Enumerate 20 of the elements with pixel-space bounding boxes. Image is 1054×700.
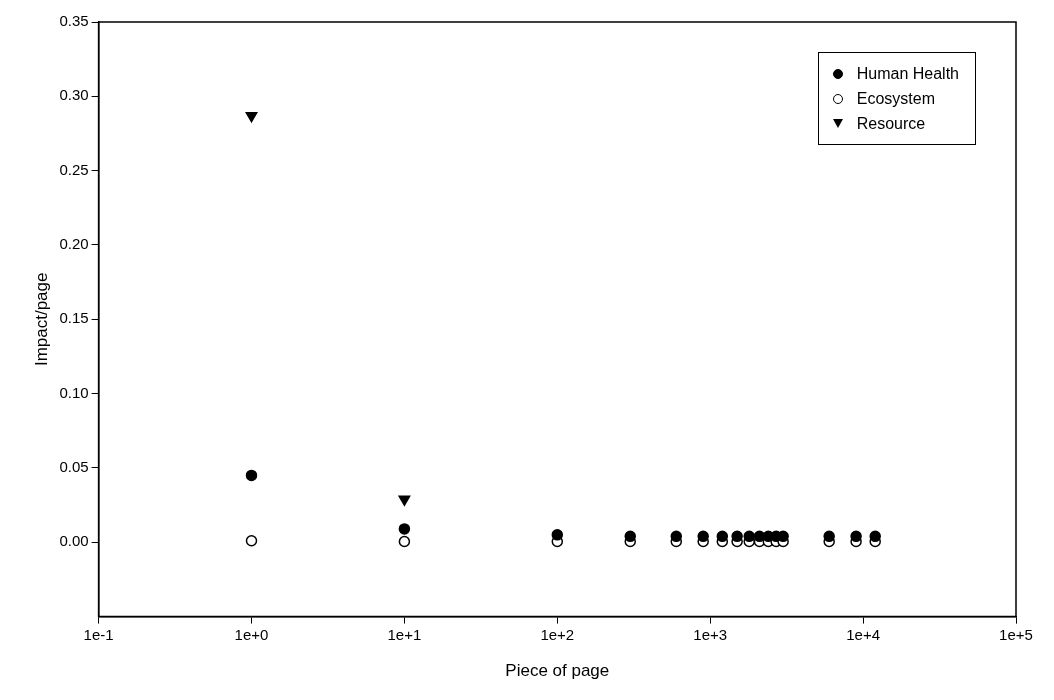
y-tick-label: 0.15 (59, 309, 89, 327)
y-tick-label: 0.35 (59, 12, 89, 30)
y-tick-label: 0.05 (59, 458, 89, 476)
x-tick-label: 1e+2 (540, 625, 575, 643)
y-tick-label: 0.20 (59, 235, 89, 253)
x-tick-label: 1e+1 (387, 625, 422, 643)
x-tick-label: 1e+3 (693, 625, 728, 643)
x-axis-title: Piece of page (505, 661, 610, 681)
x-tick-label: 1e+5 (999, 625, 1033, 643)
x-tick-label: 1e-1 (83, 625, 114, 643)
legend-label: Ecosystem (856, 89, 935, 109)
x-tick-label: 1e+0 (234, 625, 269, 643)
y-tick-label: 0.10 (59, 383, 89, 401)
legend-label: Resource (856, 114, 926, 134)
y-tick-label: 0.00 (59, 532, 89, 550)
y-tick-label: 0.30 (59, 86, 89, 104)
legend-label: Human Health (856, 64, 959, 84)
x-tick-label: 1e+4 (846, 625, 880, 643)
y-tick-label: 0.25 (59, 160, 89, 178)
y-axis-title: Impact/page (31, 272, 51, 367)
